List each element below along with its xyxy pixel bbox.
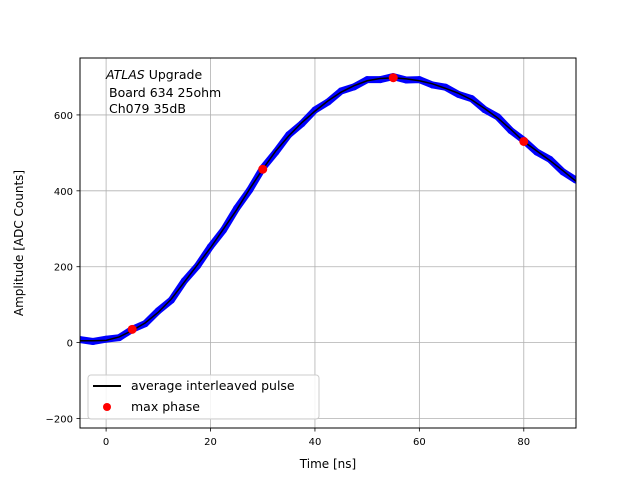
max-phase-point bbox=[258, 164, 268, 174]
annotation-suffix: Upgrade bbox=[149, 67, 203, 82]
plot-area bbox=[80, 73, 576, 345]
max-phase-point bbox=[519, 136, 529, 146]
sample-point bbox=[89, 337, 97, 345]
annotation: ATLAS Upgrade Board 634 25ohm Ch079 35dB bbox=[105, 67, 221, 116]
y-tick-label: 200 bbox=[54, 263, 73, 274]
annotation-experiment: ATLAS bbox=[105, 67, 145, 82]
max-phase-point bbox=[388, 73, 398, 83]
y-tick-label: 0 bbox=[67, 339, 73, 350]
sample-point bbox=[167, 296, 175, 304]
legend: average interleaved pulse max phase bbox=[87, 374, 320, 420]
average-pulse-line bbox=[80, 76, 576, 342]
annotation-board: Board 634 25ohm bbox=[109, 85, 221, 100]
x-tick-label: 80 bbox=[517, 437, 530, 448]
y-tick-label: 600 bbox=[54, 111, 73, 122]
legend-label-max-phase: max phase bbox=[131, 399, 200, 414]
x-tick-label: 60 bbox=[413, 437, 426, 448]
y-axis-label: Amplitude [ADC Counts] bbox=[12, 170, 26, 316]
axes-frame bbox=[79, 57, 577, 429]
sample-point bbox=[402, 76, 410, 84]
ticks: 0 20 40 60 80 −200 0 200 400 600 bbox=[46, 111, 531, 448]
x-tick-label: 20 bbox=[204, 437, 217, 448]
max-phase-point bbox=[127, 324, 137, 334]
x-axis-label: Time [ns] bbox=[299, 457, 356, 471]
sample-point bbox=[285, 131, 293, 139]
sample-point bbox=[154, 307, 162, 315]
y-tick-label: −200 bbox=[46, 415, 73, 426]
x-tick-label: 0 bbox=[103, 437, 109, 448]
svg-text:ATLAS Upgrade: ATLAS Upgrade bbox=[105, 67, 202, 82]
legend-marker-swatch bbox=[103, 403, 111, 411]
y-tick-label: 400 bbox=[54, 187, 73, 198]
x-tick-label: 40 bbox=[309, 437, 322, 448]
legend-label-average: average interleaved pulse bbox=[131, 378, 295, 393]
annotation-channel: Ch079 35dB bbox=[109, 101, 186, 116]
